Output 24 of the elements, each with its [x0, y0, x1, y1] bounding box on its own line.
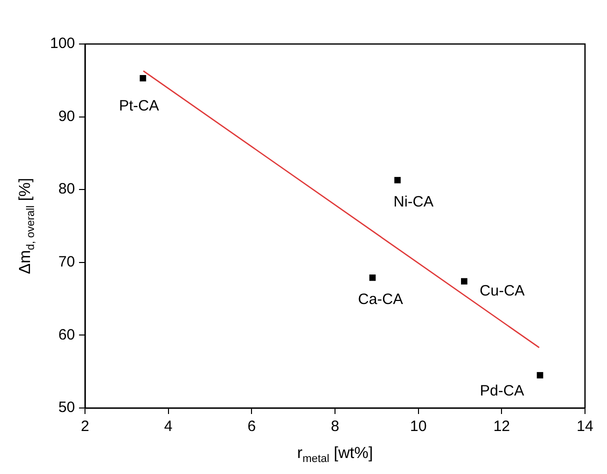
x-tick-label: 12: [493, 418, 510, 436]
y-tick-label: 90: [58, 108, 76, 125]
annotation: Ni-CA: [394, 193, 434, 210]
x-tick-label: 6: [248, 418, 256, 436]
point: [536, 372, 544, 378]
annotation: Ca-CA: [358, 290, 404, 308]
y-tick-label: 70: [58, 254, 76, 271]
y-tick-label: 80: [58, 180, 76, 198]
y-axis-title: Δmd, overall [%]: [17, 178, 37, 274]
x-tick-label: 14: [576, 418, 594, 436]
y-tick-label: 60: [58, 326, 76, 344]
x-tick-label: 8: [330, 418, 340, 436]
x-tick-label: 10: [410, 418, 427, 436]
point: [460, 278, 468, 285]
x-tick-label: 4: [164, 418, 173, 436]
point: [394, 176, 401, 184]
annotation: Cu-CA: [480, 282, 525, 300]
y-tick-label: 50: [58, 399, 76, 416]
annotation: Pd-CA: [480, 382, 524, 400]
point: [140, 75, 146, 82]
y-tick-label: 100: [50, 35, 76, 52]
x-tick-label: 2: [80, 418, 90, 436]
point: [369, 274, 376, 281]
annotation: Pt-CA: [118, 97, 159, 114]
